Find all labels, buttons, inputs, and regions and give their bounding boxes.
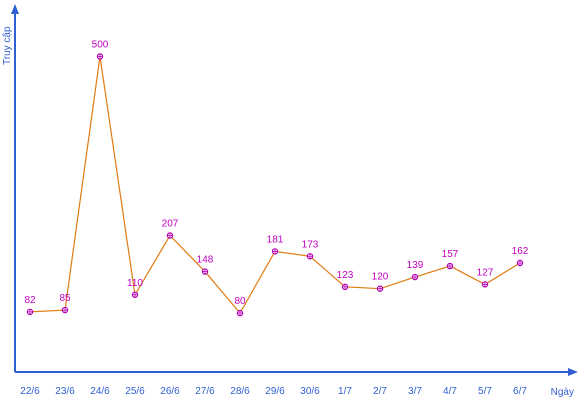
x-axis-title: Ngày	[551, 387, 574, 398]
data-label: 148	[197, 255, 214, 266]
x-tick-label: 3/7	[408, 386, 422, 397]
data-label: 110	[127, 278, 143, 289]
data-point	[61, 306, 69, 314]
data-label: 173	[302, 239, 319, 250]
data-point	[446, 262, 454, 270]
data-point	[271, 248, 279, 255]
data-label: 500	[92, 39, 109, 50]
data-point	[481, 281, 489, 288]
x-tick-label: 4/7	[443, 386, 457, 397]
data-label: 120	[372, 272, 389, 283]
x-axis-arrow	[568, 368, 578, 376]
data-label: 207	[162, 219, 179, 230]
data-point	[411, 273, 419, 281]
x-tick-label: 23/6	[55, 386, 75, 397]
x-tick-label: 25/6	[125, 386, 145, 397]
data-point	[306, 253, 314, 260]
x-tick-label: 26/6	[160, 386, 180, 397]
x-tick-labels: 22/6 23/6 24/6 25/6 26/6 27/6 28/6 29/6 30/6 1/7 2…	[20, 386, 527, 397]
data-label: 162	[512, 246, 529, 257]
x-tick-label: 27/6	[195, 386, 215, 397]
x-tick-label: 2/7	[373, 386, 387, 397]
x-tick-label: 1/7	[338, 386, 352, 397]
x-tick-label: 28/6	[230, 386, 250, 397]
series-line	[29, 56, 521, 315]
data-point	[131, 291, 139, 298]
data-point	[166, 232, 174, 239]
y-axis-title: Truy cập	[2, 26, 13, 65]
data-labels: 82 85 500 110 207 148 80 181 173 123 120 139 157 127 1…	[24, 39, 528, 307]
data-label: 82	[24, 295, 36, 306]
data-label: 181	[267, 234, 284, 245]
data-point	[341, 283, 349, 291]
data-label: 127	[477, 267, 494, 278]
data-label: 157	[442, 249, 459, 260]
data-point	[236, 309, 244, 317]
data-label: 139	[407, 260, 424, 271]
axes: Truy cập Ngày	[2, 4, 578, 398]
x-tick-label: 22/6	[20, 386, 40, 397]
x-tick-label: 24/6	[90, 386, 110, 397]
data-point	[376, 285, 384, 292]
x-tick-label: 5/7	[478, 386, 492, 397]
x-tick-label: 30/6	[300, 386, 320, 397]
y-axis-arrow	[11, 4, 19, 14]
x-tick-label: 29/6	[265, 386, 285, 397]
data-points	[26, 53, 524, 317]
data-label: 123	[337, 270, 354, 281]
data-label: 80	[234, 296, 246, 307]
data-point	[96, 53, 104, 60]
data-label: 85	[59, 293, 71, 304]
x-tick-label: 6/7	[513, 386, 527, 397]
data-point	[516, 259, 524, 267]
series	[29, 56, 521, 315]
data-point	[26, 308, 34, 316]
data-point	[201, 268, 209, 275]
